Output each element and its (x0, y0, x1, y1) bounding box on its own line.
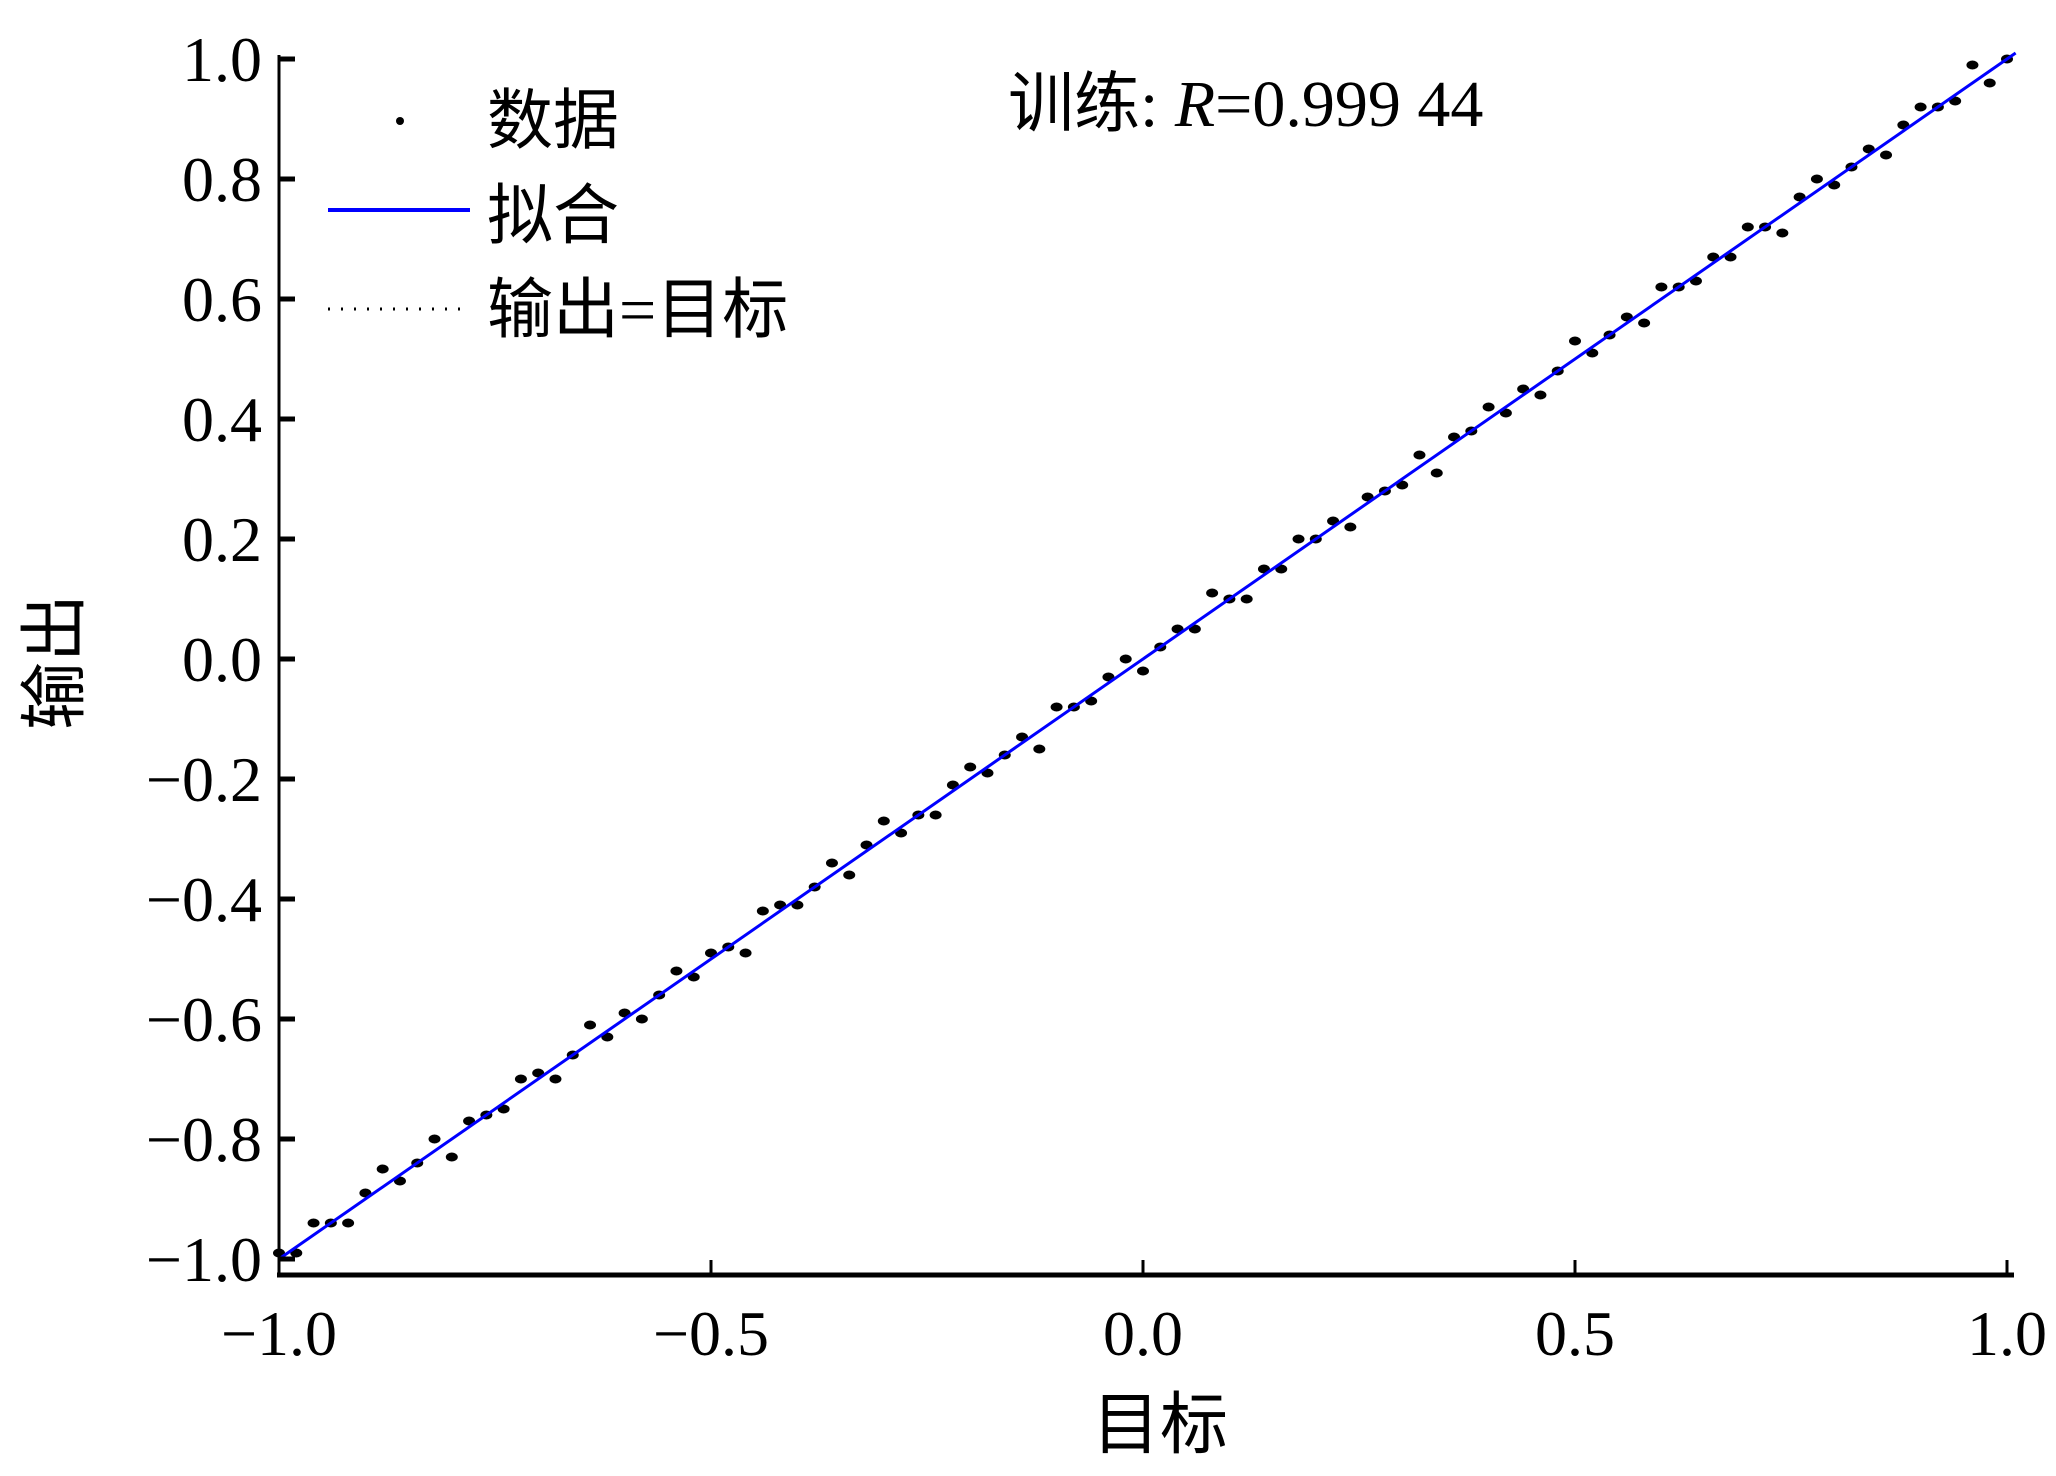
data-point (1810, 174, 1823, 184)
data-point (1655, 282, 1668, 292)
data-point (1914, 102, 1927, 112)
data-point (584, 1020, 597, 1030)
data-point (1880, 150, 1893, 160)
data-point (1137, 666, 1149, 676)
data-point (670, 966, 683, 976)
data-point (964, 762, 977, 772)
y-tick-label: −0.2 (146, 744, 262, 815)
data-point (1344, 522, 1357, 532)
data-point (549, 1074, 562, 1084)
x-tick-label: −0.5 (653, 1298, 769, 1369)
data-point (342, 1218, 355, 1228)
fit-line (278, 51, 2017, 1261)
y-tick-label: 0.0 (182, 624, 262, 695)
data-point (445, 1152, 458, 1162)
data-point (1983, 78, 1996, 88)
y-tick-label: −0.8 (146, 1104, 262, 1175)
y-tick-label: −1.0 (146, 1224, 262, 1295)
data-point (1638, 318, 1651, 328)
data-points (273, 54, 2013, 1258)
x-tick-label: 0.5 (1535, 1298, 1615, 1369)
legend-data-marker (396, 117, 404, 125)
data-point (428, 1134, 441, 1144)
data-point (1534, 390, 1547, 400)
data-point (1966, 60, 1979, 70)
data-point (635, 1014, 648, 1024)
y-tick-label: −0.6 (146, 984, 262, 1055)
data-point (1050, 702, 1063, 712)
data-point (825, 858, 838, 868)
y-axis-label: 输出 (17, 594, 93, 730)
data-point (1776, 228, 1789, 238)
data-point (1569, 336, 1581, 346)
legend-identity-label: 输出=目标 (487, 274, 788, 347)
y-tick-label: 1.0 (182, 24, 262, 95)
data-point (929, 810, 942, 820)
x-axis-label: 目标 (1092, 1387, 1228, 1463)
legend-data-label: 数据 (487, 85, 619, 158)
legend: 数据 拟合 输出=目标 (328, 85, 788, 347)
data-point (739, 948, 752, 958)
x-tick-label: −1.0 (221, 1298, 337, 1369)
data-point (1482, 402, 1495, 412)
y-tick-label: 0.8 (182, 144, 262, 215)
x-tick-label: 0.0 (1103, 1298, 1183, 1369)
data-point (514, 1074, 527, 1084)
data-point (307, 1218, 320, 1228)
x-ticks: −1.0 −0.5 0.0 0.5 1.0 (221, 1260, 2047, 1369)
y-tick-label: 0.2 (182, 504, 262, 575)
y-ticks: 1.0 0.8 0.6 0.4 0.2 0.0 −0.2 −0.4 −0.6 −0.8 −1.0 (146, 24, 295, 1295)
y-tick-label: −0.4 (146, 864, 262, 935)
data-point (1033, 744, 1046, 754)
data-point (1206, 588, 1219, 598)
r-annotation: 训练: R=0.999 44 (1008, 68, 1483, 141)
x-tick-label: 1.0 (1967, 1298, 2047, 1369)
data-point (376, 1164, 389, 1174)
data-point (1240, 594, 1253, 604)
data-point (756, 906, 769, 916)
data-point (1413, 450, 1426, 460)
data-point (877, 816, 890, 826)
data-point (1119, 654, 1132, 664)
data-point (1430, 468, 1443, 478)
legend-fit-label: 拟合 (487, 180, 619, 253)
data-point (1741, 222, 1754, 232)
y-tick-label: 0.6 (182, 264, 262, 335)
data-point (1292, 534, 1305, 544)
data-point (843, 870, 856, 880)
y-tick-label: 0.4 (182, 384, 262, 455)
